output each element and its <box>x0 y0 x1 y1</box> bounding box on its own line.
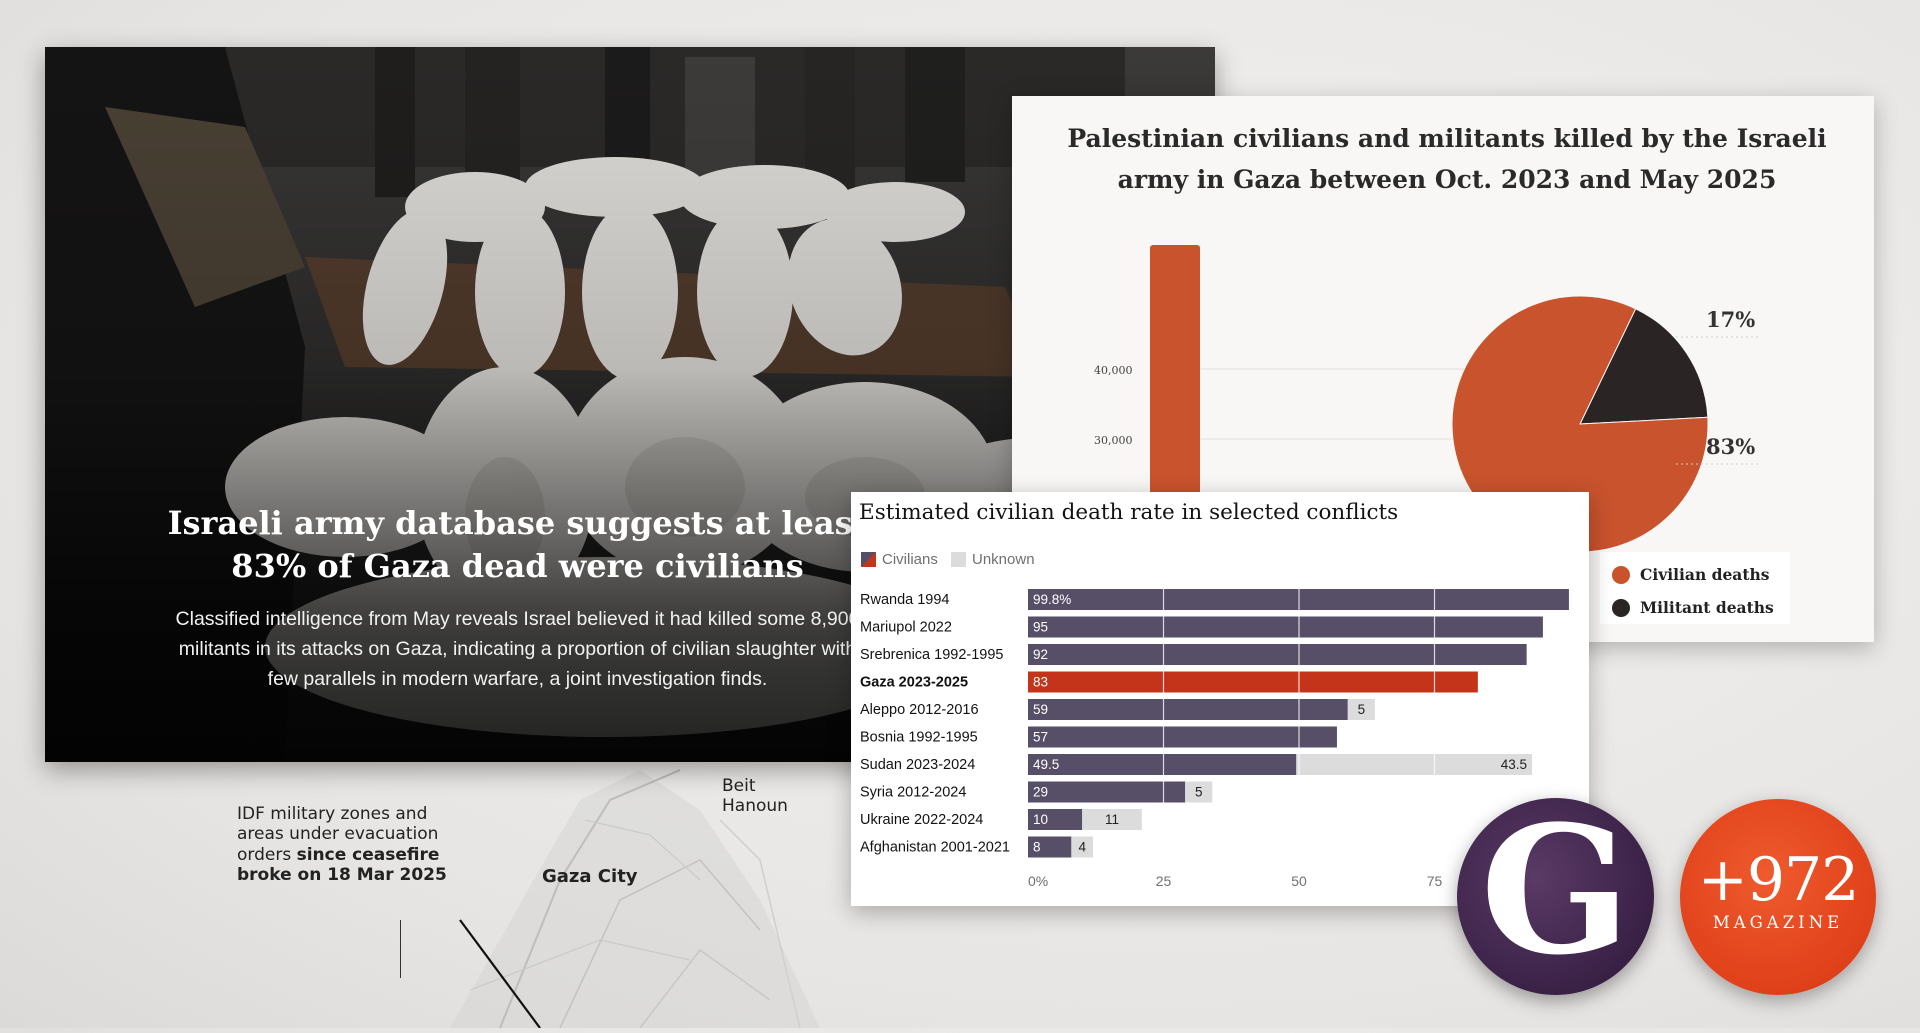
civilians-value-label: 92 <box>1033 647 1048 662</box>
key-unknown-label: Unknown <box>972 551 1035 568</box>
bar-category-label: Rwanda 1994 <box>860 592 950 608</box>
place-label-gaza-city: Gaza City <box>542 866 638 887</box>
civilians-value-label: 49.5 <box>1033 757 1059 772</box>
civilians-bar <box>1028 699 1348 720</box>
civilians-value-label: 29 <box>1033 785 1048 800</box>
civilians-value-label: 99.8% <box>1033 592 1071 607</box>
civilians-bar <box>1028 616 1543 638</box>
bar-category-label: Bosnia 1992-1995 <box>860 730 978 746</box>
civilians-bar <box>1028 809 1083 830</box>
bar-x-tick: 25 <box>1156 873 1172 889</box>
unknown-bar <box>1296 754 1533 775</box>
map-legend-text: IDF military zones and areas under evacu… <box>237 804 439 865</box>
civilians-swatch-icon <box>861 552 876 567</box>
legend-civilian-deaths: Civilian deaths <box>1612 565 1770 584</box>
horizontal-bar-chart: Rwanda 1994 99.8% Mariupol 2022 95 Srebrenic… <box>860 577 1582 889</box>
bar-x-tick: 50 <box>1291 873 1307 889</box>
civilians-bar <box>1028 781 1186 803</box>
guardian-logo-letter: G <box>1480 798 1631 994</box>
bar-category-label: Sudan 2023-2024 <box>860 757 975 773</box>
unknown-bar <box>1347 699 1375 720</box>
civilians-value-label: 10 <box>1033 812 1048 827</box>
bar-category-label: Srebrenica 1992-1995 <box>860 647 1004 663</box>
bar-category-label: Gaza 2023-2025 <box>860 675 968 691</box>
bar-category-label: Syria 2012-2024 <box>860 785 966 801</box>
legend-militant-deaths: Militant deaths <box>1612 598 1774 617</box>
unknown-value-label: 4 <box>1078 840 1086 855</box>
unknown-bar <box>1082 809 1142 830</box>
bar-x-tick: 0% <box>1028 873 1048 889</box>
guardian-logo[interactable]: G <box>1457 798 1654 995</box>
civilians-value-label: 57 <box>1033 730 1048 745</box>
972-logo-word: MAGAZINE <box>1712 913 1844 932</box>
civilians-bar <box>1028 726 1337 748</box>
militant-deaths-slice <box>1579 308 1709 425</box>
key-civilians-label: Civilians <box>882 551 938 568</box>
militant-deaths-percent-label: 17% <box>1706 307 1755 332</box>
bar-category-label: Mariupol 2022 <box>860 620 952 636</box>
key-unknown: Unknown <box>951 551 1035 568</box>
unknown-bar <box>1071 836 1094 858</box>
article-headline[interactable]: Israeli army database suggests at least … <box>167 504 868 585</box>
civilians-bar <box>1028 836 1072 858</box>
militant-swatch-icon <box>1612 598 1630 617</box>
pie-chart-title: Palestinian civilians and militants kill… <box>1067 124 1827 194</box>
972-magazine-logo[interactable]: +972 MAGAZINE <box>1680 799 1876 995</box>
civilians-bar <box>1028 754 1297 775</box>
civilians-value-label: 59 <box>1033 702 1048 717</box>
bar-x-tick: 75 <box>1427 873 1443 889</box>
key-civilians: Civilians <box>861 551 938 568</box>
pie-chart-y-tick: 40,000 <box>1094 364 1133 377</box>
bar-category-label: Afghanistan 2001-2021 <box>860 840 1010 856</box>
pie-chart-y-tick: 30,000 <box>1094 434 1133 447</box>
article-standfirst: Classified intelligence from May reveals… <box>175 608 860 690</box>
pie-legend-box <box>1600 552 1790 624</box>
place-label-beit-hanoun: Beit Hanoun <box>722 776 788 817</box>
legend-militant-label: Militant deaths <box>1640 598 1774 617</box>
unknown-value-label: 11 <box>1105 812 1119 827</box>
972-logo-number: +972 <box>1697 845 1860 915</box>
civilians-value-label: 95 <box>1033 620 1048 635</box>
unknown-value-label: 5 <box>1358 702 1366 717</box>
civilians-value-label: 83 <box>1033 675 1048 690</box>
evacuation-zone-line <box>459 919 541 1029</box>
civilian-swatch-icon <box>1612 565 1630 584</box>
civilian-death-rate-chart-card: Estimated civilian death rate in selecte… <box>851 492 1589 906</box>
bar-category-label: Ukraine 2022-2024 <box>860 812 983 828</box>
unknown-bar <box>1185 781 1213 803</box>
civilian-deaths-percent-label: 83% <box>1706 434 1755 459</box>
map-legend-bold: since ceasefire broke on 18 Mar 2025 <box>237 844 447 886</box>
bar-chart-title: Estimated civilian death rate in selecte… <box>859 500 1399 525</box>
civilians-bar <box>1028 671 1478 693</box>
civilians-bar <box>1028 644 1527 665</box>
map-legend: IDF military zones and areas under evacu… <box>237 804 452 886</box>
unknown-value-label: 5 <box>1195 785 1203 800</box>
bar-category-label: Aleppo 2012-2016 <box>860 702 979 718</box>
unknown-swatch-icon <box>951 552 966 567</box>
unknown-value-label: 43.5 <box>1501 757 1527 772</box>
civilians-value-label: 8 <box>1033 840 1041 855</box>
legend-leader-line <box>400 920 401 978</box>
legend-civilian-label: Civilian deaths <box>1640 565 1770 584</box>
